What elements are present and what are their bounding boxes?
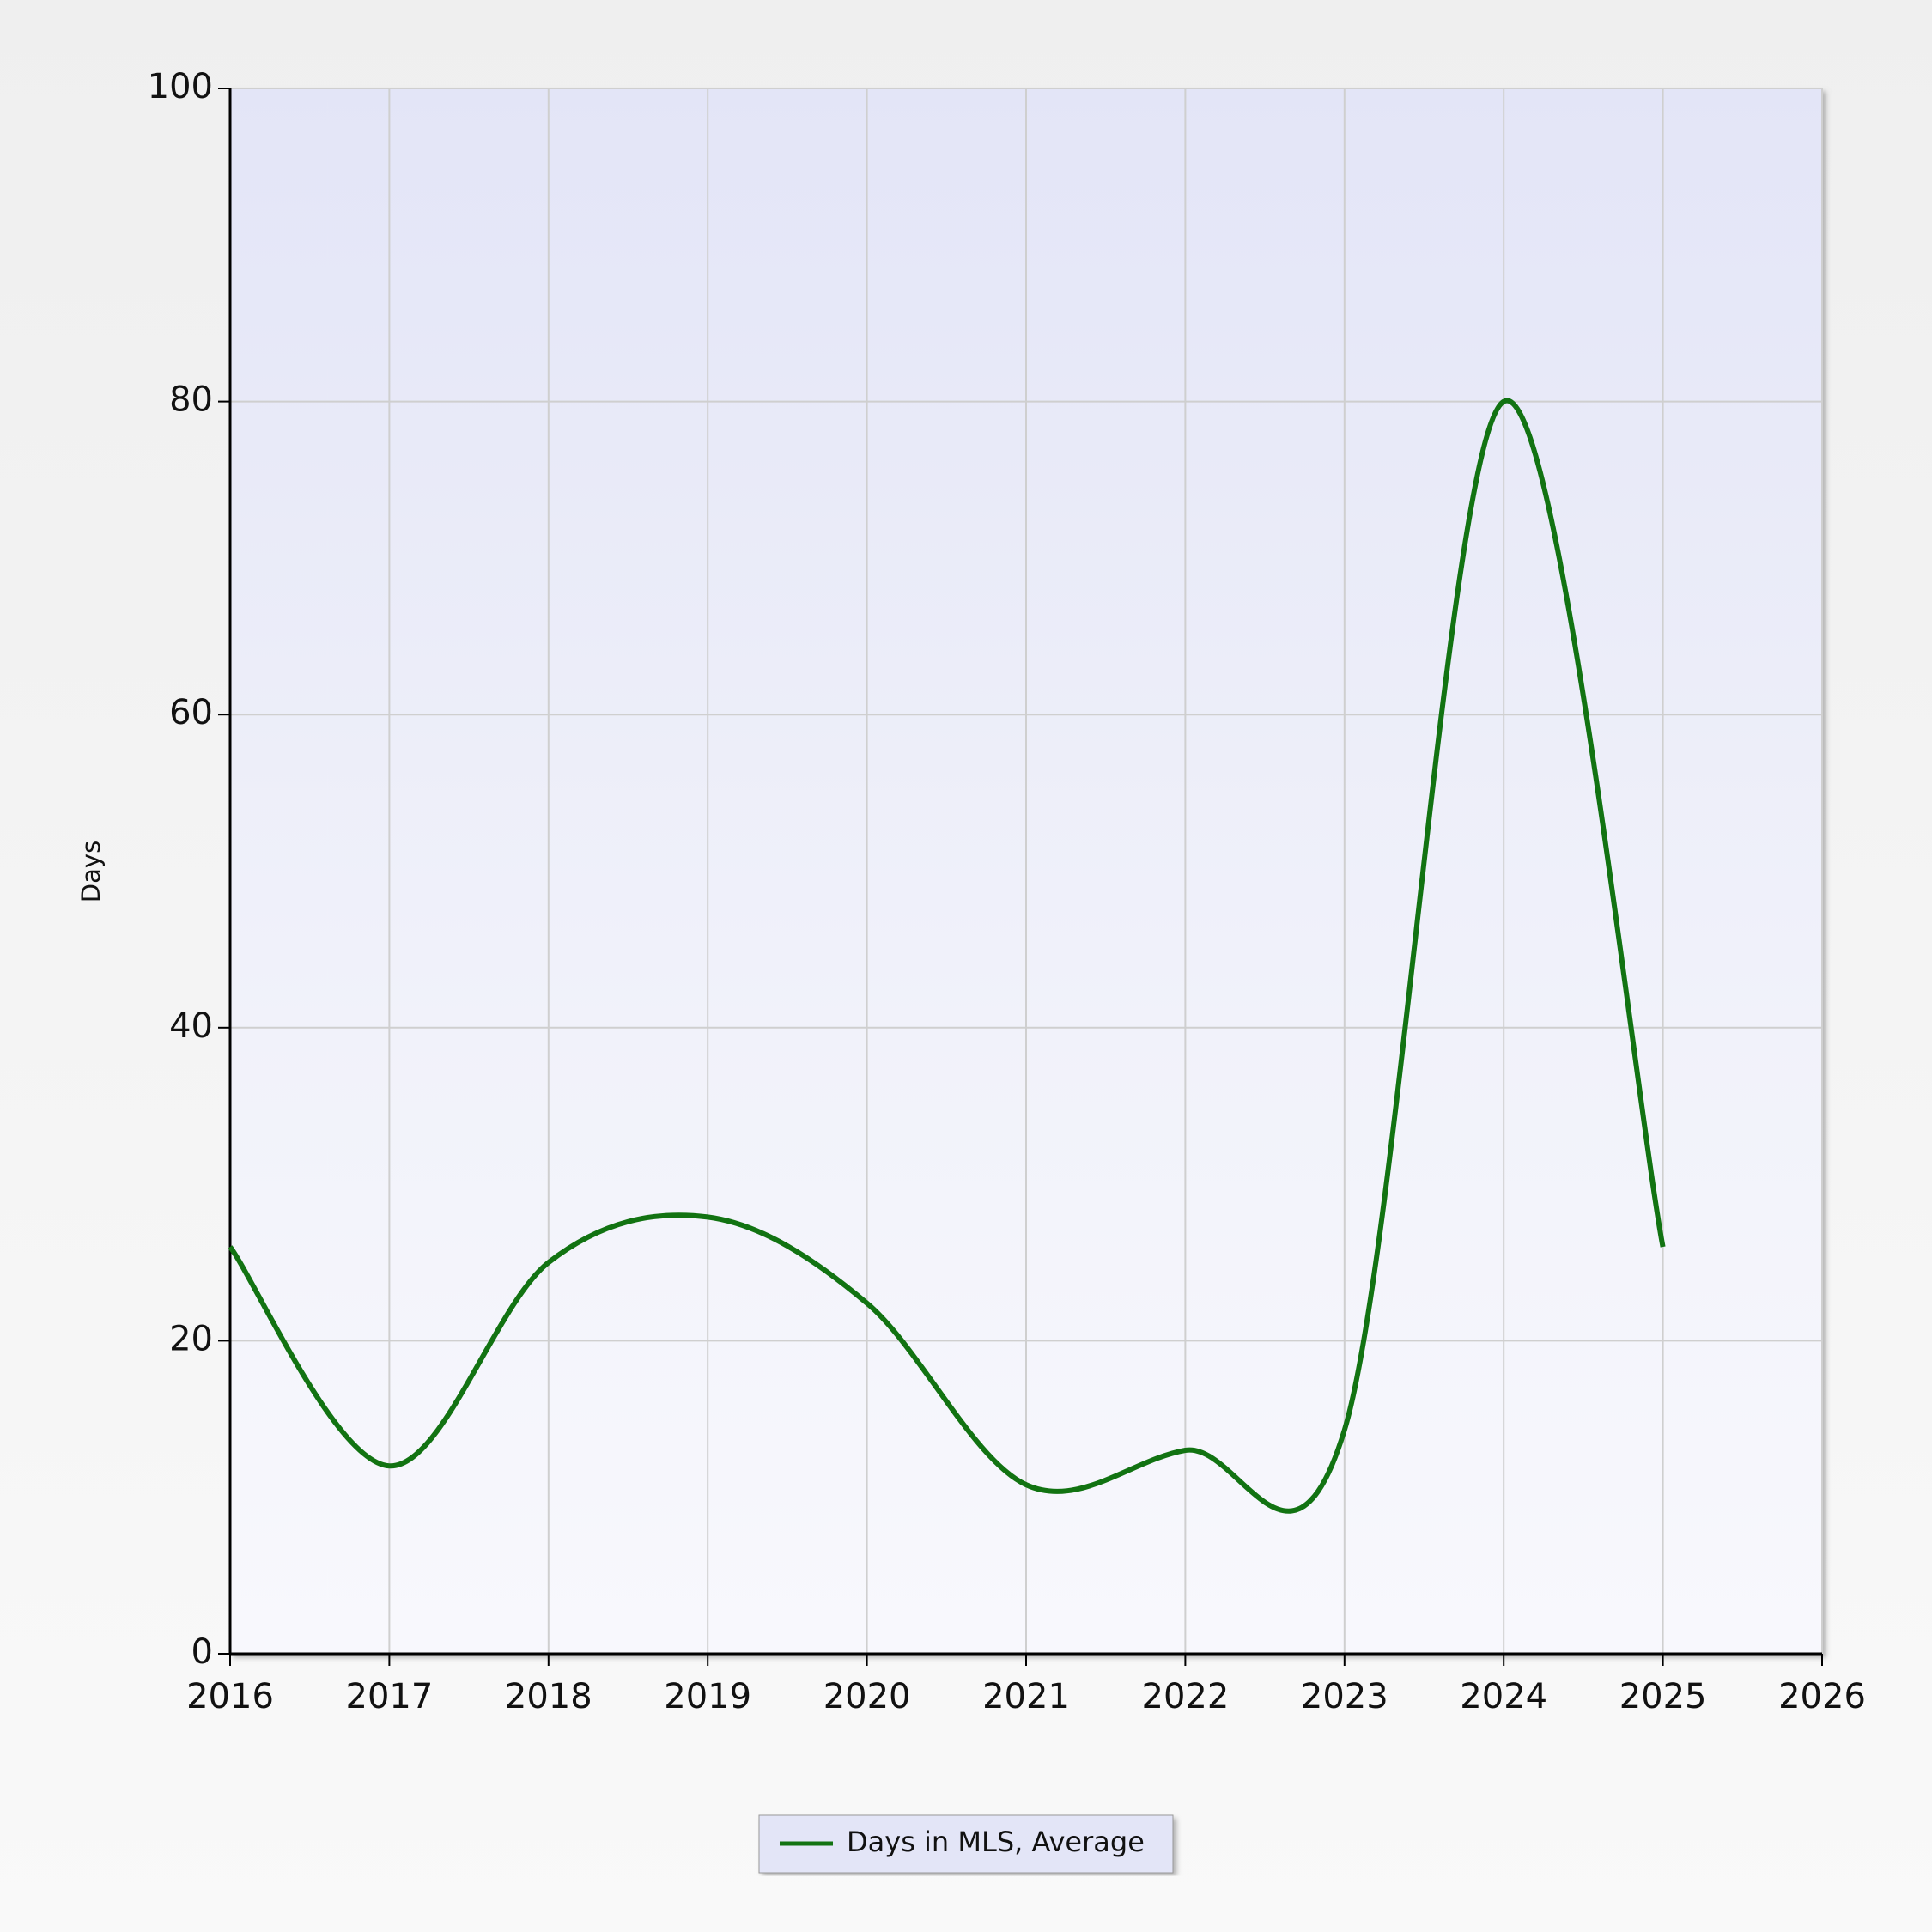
x-tick-label: 2020 — [823, 1677, 911, 1716]
x-tick-label: 2025 — [1619, 1677, 1707, 1716]
legend-label: Days in MLS, Average — [847, 1826, 1145, 1858]
data-line — [228, 398, 1666, 1514]
x-tick-label: 2021 — [982, 1677, 1070, 1716]
x-tick-label: 2019 — [664, 1677, 751, 1716]
x-tick-label: 2016 — [186, 1677, 274, 1716]
x-tick-label: 2022 — [1142, 1677, 1230, 1716]
x-tick-label: 2024 — [1460, 1677, 1547, 1716]
y-tick-label: 0 — [191, 1632, 213, 1672]
x-tick-label: 2026 — [1778, 1677, 1866, 1716]
y-tick-label: 80 — [169, 380, 213, 420]
y-tick-label: 40 — [169, 1006, 213, 1046]
x-tick-label: 2023 — [1301, 1677, 1388, 1716]
legend: Days in MLS, Average — [758, 1814, 1174, 1874]
y-tick-label: 100 — [148, 67, 213, 106]
y-axis-label: Days — [76, 841, 106, 902]
y-tick-label: 20 — [169, 1319, 213, 1358]
x-tick-label: 2017 — [346, 1677, 434, 1716]
y-tick-label: 60 — [169, 693, 213, 732]
x-tick-label: 2018 — [505, 1677, 592, 1716]
